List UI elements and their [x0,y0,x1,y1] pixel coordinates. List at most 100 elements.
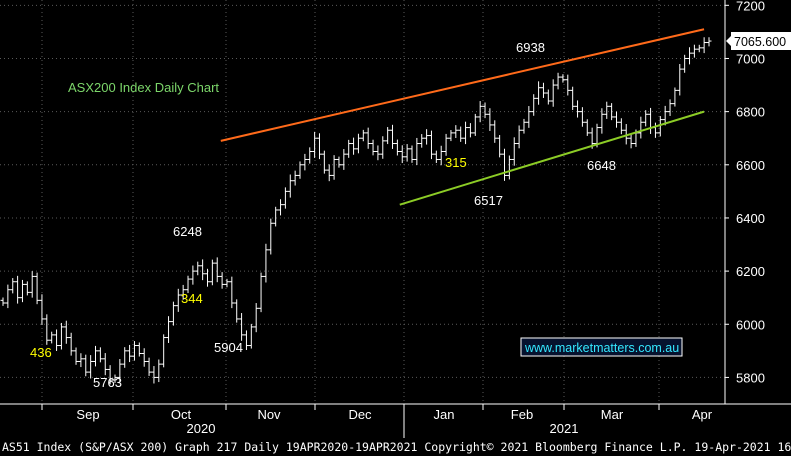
ohlc-bar [667,99,673,116]
ohlc-bar [209,259,215,286]
ohlc-bar [107,365,113,385]
ohlc-bar [29,271,35,298]
trendline-lower [399,110,705,206]
ohlc-bar [375,145,381,161]
chart-background [0,0,791,438]
ohlc-bar [287,174,293,198]
ohlc-bar [331,155,337,180]
ohlc-bar [497,135,503,158]
ohlc-bar [516,125,522,149]
y-tick-label: 6400 [736,211,765,226]
label-315: 315 [445,155,467,170]
ohlc-bar [604,101,610,119]
ohlc-bar [224,278,230,288]
ohlc-bar [292,170,298,186]
url-label: www.marketmatters.com.au [524,341,679,355]
ohlc-bar [618,118,624,135]
label-6248: 6248 [173,224,202,239]
ohlc-bar [531,94,537,116]
grid [0,0,725,404]
y-tick-label: 6600 [736,158,765,173]
ohlc-bar [390,124,396,149]
y-tick-label: 7000 [736,51,765,66]
ohlc-bar [239,313,245,341]
label-436: 436 [30,345,52,360]
label-6938: 6938 [516,40,545,55]
ohlc-bar [127,344,133,363]
ohlc-bar [24,281,30,296]
ohlc-bar [428,130,434,160]
ohlc-bar [696,44,702,53]
ohlc-bar [360,129,366,142]
y-tick-label: 6800 [736,105,765,120]
ohlc-bar [93,345,99,367]
x-month-label: Mar [601,407,624,422]
footer-timestamp: 19-Apr-2021 16:19:48 [694,440,791,454]
ohlc-bar [68,332,74,356]
ohlc-bar [380,136,386,159]
label-6517: 6517 [474,193,503,208]
last-price-tag-pointer [726,36,731,46]
ohlc-bar [58,322,64,350]
x-year-label: 2021 [550,421,579,436]
ohlc-bar [180,284,186,300]
ohlc-bar [682,54,688,73]
ohlc-bar [282,187,288,209]
x-month-label: Feb [511,407,533,422]
price-bars [0,37,712,385]
ohlc-bar [151,366,157,384]
ohlc-bar [185,275,191,294]
x-month-label: Apr [692,407,713,422]
ohlc-bar [34,272,40,305]
ohlc-bar [638,116,644,139]
ohlc-bar [117,359,123,383]
x-axis: Sep Oct Nov Dec Jan Feb Mar Apr 2020 2021 [41,404,713,438]
ohlc-bar [83,354,89,377]
ohlc-bar [44,314,50,345]
ohlc-bar [570,86,576,110]
ohlc-bar [229,276,235,309]
trendline-upper [220,28,705,142]
ohlc-bar [536,81,542,105]
ohlc-bar [278,199,284,216]
ohlc-bar [15,275,21,304]
ohlc-bar [336,156,342,168]
ohlc-bar [346,139,352,158]
ohlc-bar [385,127,391,145]
annotation-title: ASX200 Index Daily Chart [68,80,219,95]
ohlc-bar [438,145,444,166]
x-month-label: Nov [257,407,281,422]
y-tick-label: 5800 [736,370,765,385]
ohlc-bar [175,288,181,312]
ohlc-bar [146,357,152,376]
label-344: 344 [181,291,203,306]
ohlc-bar [511,137,517,166]
y-tick-label: 6000 [736,317,765,332]
ohlc-bar [219,272,225,289]
ohlc-bar [195,261,201,276]
ohlc-bar [326,164,332,182]
ohlc-bar [458,126,464,142]
ohlc-bar [253,303,259,333]
last-price-label: 7065.600 [734,35,786,49]
ohlc-bar [477,101,483,123]
ohlc-bar [506,155,512,180]
ohlc-bar [248,323,254,349]
ohlc-bar [297,161,303,179]
url-box [520,337,683,357]
ohlc-bar [706,37,712,47]
ohlc-bar [39,294,45,326]
ohlc-bar [521,118,527,134]
ohlc-bar [54,329,60,351]
ohlc-bar [555,72,561,90]
ohlc-bar [273,206,279,227]
ohlc-bar [351,137,357,155]
ohlc-bar [312,131,318,158]
price-chart: 5800 6000 6200 6400 6600 6800 7000 7200 Sep Oct N… [0,0,791,438]
ohlc-bar [122,347,128,368]
ohlc-bar [112,374,118,383]
ohlc-bar [316,133,322,160]
ohlc-bar [526,106,532,128]
x-year-label: 2020 [187,421,216,436]
ohlc-bar [424,129,430,145]
